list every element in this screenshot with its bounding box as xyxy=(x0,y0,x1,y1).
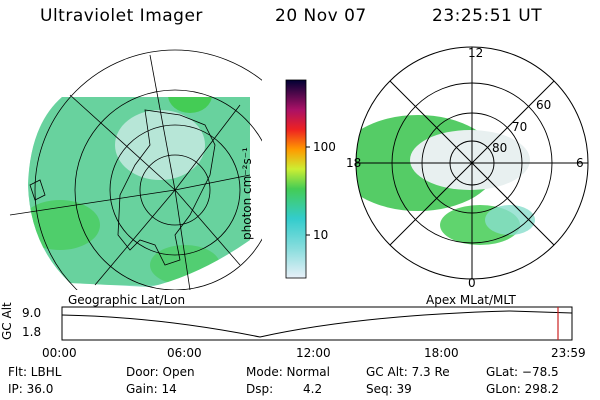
status-filter: Flt: LBHL xyxy=(8,365,62,379)
lat-label-60: 60 xyxy=(536,98,552,112)
geographic-label: Geographic Lat/Lon xyxy=(68,293,186,307)
status-mode: Mode: Normal xyxy=(246,365,330,379)
altitude-plot xyxy=(61,306,573,341)
xtick-0000: 00:00 xyxy=(42,346,77,360)
mlt-label-6: 6 xyxy=(576,156,584,170)
geographic-image xyxy=(9,49,262,290)
status-dsp-label: Dsp: xyxy=(246,382,274,396)
mlt-label-18: 18 xyxy=(346,156,362,170)
colorbar-unit-label: photon cm⁻²s⁻¹ xyxy=(240,147,254,240)
colorbar xyxy=(285,79,310,279)
altitude-ytick-1: 1.8 xyxy=(22,325,42,339)
xtick-2359: 23:59 xyxy=(551,346,586,360)
instrument-title: Ultraviolet Imager xyxy=(40,6,203,26)
magnetic-polar-plot xyxy=(355,46,589,280)
date-label: 20 Nov 07 xyxy=(275,6,367,26)
apex-label: Apex MLat/MLT xyxy=(426,293,516,307)
colorbar-tick-100: 100 xyxy=(313,140,336,154)
status-glat: GLat: −78.5 xyxy=(486,365,559,379)
xtick-1800: 18:00 xyxy=(424,346,459,360)
status-dsp-value: 4.2 xyxy=(303,382,323,396)
status-glon: GLon: 298.2 xyxy=(486,382,559,396)
status-gain: Gain: 14 xyxy=(126,382,177,396)
xtick-1200: 12:00 xyxy=(296,346,331,360)
altitude-ytick-9: 9.0 xyxy=(22,306,42,320)
lat-label-70: 70 xyxy=(512,120,528,134)
time-label: 23:25:51 UT xyxy=(432,6,543,26)
colorbar-tick-10: 10 xyxy=(313,228,329,242)
mlt-label-12: 12 xyxy=(468,46,484,60)
mlt-label-0: 0 xyxy=(468,276,476,290)
altitude-ylabel: GC Alt xyxy=(0,302,14,340)
xtick-0600: 06:00 xyxy=(167,346,202,360)
status-gc-alt: GC Alt: 7.3 Re xyxy=(366,365,450,379)
status-door: Door: Open xyxy=(126,365,195,379)
status-ip: IP: 36.0 xyxy=(8,382,54,396)
lat-label-80: 80 xyxy=(492,141,508,155)
status-seq: Seq: 39 xyxy=(366,382,412,396)
